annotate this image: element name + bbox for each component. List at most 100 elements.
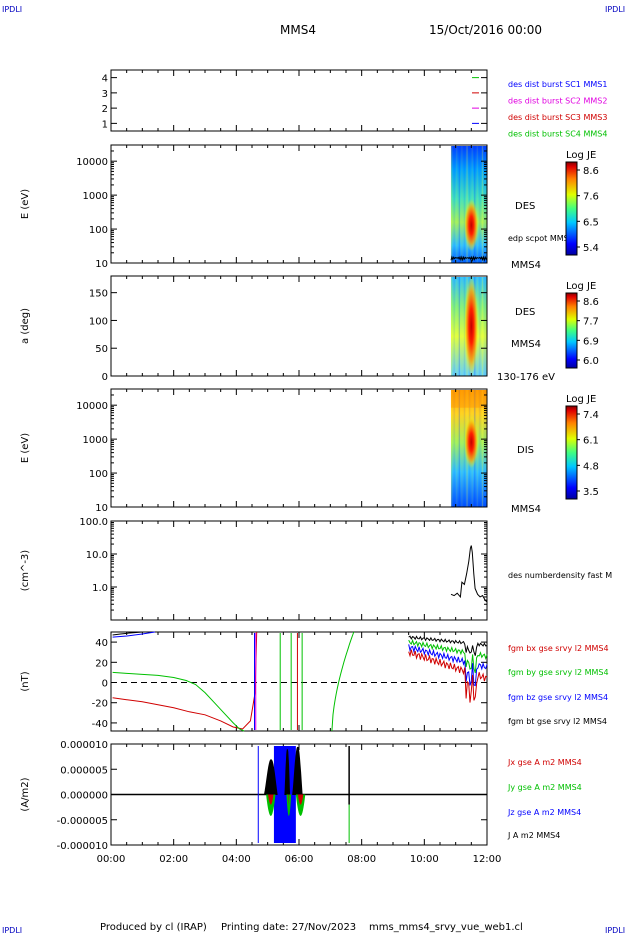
- corner-label-bottom-right: IPDLI: [605, 926, 625, 934]
- des-pitch-panel-frame: [110, 275, 488, 377]
- des-pitch-panel-colorbar: [565, 292, 578, 369]
- des-energy-panel-spacecraft: MMS4: [511, 260, 541, 271]
- current-panel-legend-label: Jz gse A m2 MMS4: [507, 808, 581, 817]
- des-pitch-panel-spectrogram-band: [458, 277, 460, 376]
- dis-energy-panel-instrument: DIS: [517, 445, 534, 456]
- des-energy-panel-spectrogram-band: [476, 146, 478, 263]
- density-panel-series-line: [450, 545, 488, 603]
- dis-energy-panel-spectrogram-band: [484, 390, 486, 507]
- des-energy-panel-ytick-label: 10: [95, 259, 108, 270]
- bfield-panel-series-line: [112, 631, 143, 636]
- bfield-panel-late-trace: [408, 635, 488, 656]
- des-energy-panel-spectrogram-band: [463, 146, 466, 263]
- burst-panel-ytick-label: 3: [102, 89, 108, 100]
- des-energy-panel-frame: [110, 144, 488, 264]
- current-panel-jx-lobe: [268, 794, 274, 805]
- plot-title: MMS4: [280, 23, 316, 37]
- time-tick-label: 12:00: [473, 854, 502, 865]
- current-panel-jy-lobe: [266, 794, 276, 816]
- des-pitch-panel-spectrogram-peak: [464, 276, 479, 376]
- des-pitch-panel-spectrogram-band: [453, 277, 455, 376]
- burst-panel-ytick-label: 1: [102, 119, 108, 130]
- current-panel-ylabel: (A/m2): [20, 777, 31, 811]
- des-energy-panel: 10 100 1000 10000 E (eV) DES edp scpot MMS4 MMS…: [20, 144, 599, 271]
- current-panel-legend-label: Jy gse A m2 MMS4: [507, 783, 582, 792]
- burst-legend-label: des dist burst SC4 MMS4: [508, 130, 607, 139]
- des-energy-panel-spectrogram-peak: [464, 199, 479, 252]
- current-panel-jx-lobe: [297, 794, 304, 805]
- burst-panel: 1 2 3 4 des dist burst SC1 MMS1 des dist burs…: [102, 69, 607, 139]
- current-panel-ytick-label: -0.000010: [57, 841, 108, 852]
- des-pitch-panel-spectrogram-band: [456, 277, 458, 376]
- dis-energy-panel-spectrogram-band: [461, 390, 463, 507]
- des-energy-panel-spectrogram-band: [484, 146, 486, 263]
- des-pitch-panel-spectrogram-band: [479, 277, 481, 376]
- bfield-panel-late-trace: [408, 638, 488, 674]
- footer-filename: mms_mms4_srvy_vue_web1.cl: [369, 922, 523, 933]
- corner-label-top-left: IPDLI: [2, 5, 22, 14]
- dis-energy-panel-spectrogram-band: [456, 390, 458, 507]
- dis-energy-panel-colorbar-title: Log JE: [566, 394, 596, 405]
- des-pitch-panel-instrument: DES: [515, 307, 535, 318]
- density-panel-ylabel: (cm^-3): [20, 550, 31, 591]
- dis-energy-panel-ytick-label: 10: [95, 503, 108, 514]
- des-pitch-panel: 0 50 100 150 a (deg) DES MMS4 130-176 eV Log JE 8…: [20, 275, 599, 383]
- plot-date: 15/Oct/2016 00:00: [429, 23, 542, 37]
- current-panel-ytick-label: 0.000000: [60, 791, 108, 802]
- footer-printing-date: Printing date: 27/Nov/2023: [221, 922, 356, 933]
- des-energy-panel-ylabel: E (eV): [20, 189, 31, 219]
- bfield-panel-late-trace: [408, 649, 488, 703]
- des-energy-panel-colorbar-label: 6.5: [583, 217, 599, 228]
- dis-energy-panel-spectrogram-band: [450, 390, 453, 507]
- corner-label-top-right: IPDLI: [605, 5, 625, 14]
- des-pitch-panel-colorbar-label: 8.6: [583, 297, 599, 308]
- des-pitch-panel-spectrogram-band: [461, 277, 463, 376]
- density-panel-ytick-label: 100.0: [79, 517, 108, 528]
- dis-energy-panel-colorbar-label: 6.1: [583, 436, 599, 447]
- burst-legend-label: des dist burst SC3 MMS3: [508, 113, 607, 122]
- dis-energy-panel-spectrogram-band: [481, 390, 484, 507]
- dis-energy-panel-spectrogram-band: [453, 390, 455, 507]
- bfield-panel-by-recovery: [331, 631, 355, 732]
- dis-energy-panel-spacecraft: MMS4: [511, 504, 541, 515]
- bfield-panel-legend-label: fgm bt gse srvy l2 MMS4: [508, 717, 607, 726]
- des-pitch-panel-spectrogram-band: [484, 277, 486, 376]
- dis-energy-panel-ytick-label: 10000: [76, 401, 108, 412]
- density-panel-frame: [110, 520, 488, 621]
- bfield-panel-series-line: [112, 631, 155, 638]
- bfield-panel: 40 20 0 -20 -40 (nT) fgm bx gse srvy l2 MMS4 fg…: [20, 631, 609, 732]
- dis-energy-panel-spectrogram-peak: [464, 416, 479, 469]
- des-energy-panel-colorbar-label: 5.4: [583, 243, 599, 254]
- dis-energy-panel-spectrogram-band: [479, 390, 481, 507]
- des-energy-panel-ytick-label: 1000: [83, 191, 108, 202]
- density-panel-ytick-label: 10.0: [86, 550, 108, 561]
- des-energy-panel-spectrogram-band: [466, 146, 468, 263]
- bfield-panel-ylabel: (nT): [20, 671, 31, 691]
- dis-energy-panel-colorbar-label: 4.8: [583, 461, 599, 472]
- des-energy-panel-colorbar-label: 7.6: [583, 192, 599, 203]
- des-energy-panel-scpot-trace: [450, 255, 488, 263]
- des-pitch-panel-spectrogram-band: [450, 277, 453, 376]
- current-panel-legend-label: Jx gse A m2 MMS4: [507, 758, 582, 767]
- footer-produced-by: Produced by cl (IRAP): [100, 922, 207, 933]
- bfield-panel-legend-label: fgm bx gse srvy l2 MMS4: [508, 644, 609, 653]
- bfield-panel-legend-label: fgm by gse srvy l2 MMS4: [508, 668, 609, 677]
- time-tick-label: 00:00: [97, 854, 126, 865]
- des-energy-panel-colorbar-title: Log JE: [566, 150, 596, 161]
- current-panel-jy-lobe: [286, 794, 292, 816]
- burst-panel-ytick-label: 4: [102, 74, 108, 85]
- des-energy-panel-colorbar: [565, 161, 578, 256]
- des-energy-panel-spectrogram-band: [458, 146, 460, 263]
- bfield-panel-ytick-label: -20: [92, 699, 108, 710]
- des-pitch-panel-energy-range: 130-176 eV: [497, 372, 555, 383]
- des-pitch-panel-ytick-label: 50: [95, 344, 108, 355]
- density-panel: 1.0 10.0 100.0 (cm^-3) des numberdensity fas…: [20, 517, 612, 621]
- dis-energy-panel-ylabel: E (eV): [20, 433, 31, 463]
- bfield-panel-ytick-label: 40: [95, 638, 108, 649]
- des-pitch-panel-ylabel: a (deg): [20, 308, 31, 344]
- dis-energy-panel-ytick-label: 100: [89, 469, 108, 480]
- bfield-panel-series-line: [112, 671, 245, 732]
- des-pitch-panel-colorbar-title: Log JE: [566, 281, 596, 292]
- current-panel-legend-label: J A m2 MMS4: [507, 831, 560, 840]
